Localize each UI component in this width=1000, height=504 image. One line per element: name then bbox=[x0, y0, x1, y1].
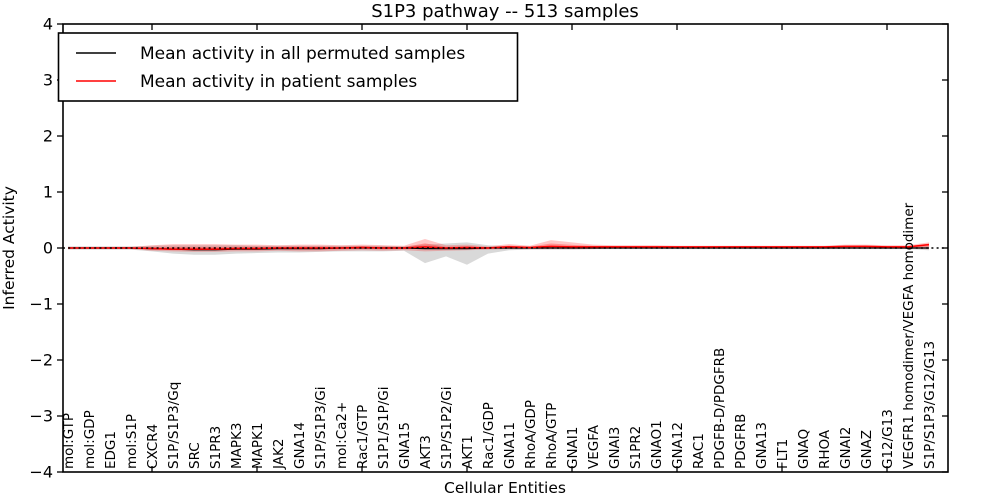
x-entity-label: S1P/S1P3/G12/G13 bbox=[922, 341, 938, 469]
x-entity-label: mol:GDP bbox=[82, 410, 98, 469]
y-tick-label: 0 bbox=[43, 239, 53, 258]
x-entity-label: S1P1/S1P/Gi bbox=[376, 387, 392, 470]
x-entity-label: S1P/S1P3/Gi bbox=[313, 387, 329, 470]
x-entity-label: Rac1/GTP bbox=[355, 405, 371, 469]
x-entity-label: GNAZ bbox=[859, 430, 875, 469]
y-tick-label: −4 bbox=[29, 463, 53, 482]
legend-label-permuted: Mean activity in all permuted samples bbox=[140, 44, 465, 64]
x-entity-label: EDG1 bbox=[103, 431, 119, 469]
x-entity-label: FLT1 bbox=[775, 439, 791, 469]
x-entity-label: MAPK3 bbox=[229, 423, 245, 469]
x-entity-label: G12/G13 bbox=[880, 409, 896, 469]
x-entity-label: mol:Ca2+ bbox=[334, 402, 350, 469]
x-entity-label: GNA14 bbox=[292, 422, 308, 469]
x-entity-label: RAC1 bbox=[691, 433, 707, 469]
chart-title: S1P3 pathway -- 513 samples bbox=[371, 1, 639, 22]
x-entity-label: S1PR2 bbox=[628, 426, 644, 469]
y-axis-label: Inferred Activity bbox=[0, 186, 18, 310]
x-entity-label: RHOA bbox=[817, 429, 833, 469]
x-entity-label: VEGFR1 homodimer/VEGFA homodimer bbox=[901, 202, 917, 469]
x-entity-label: mol:GTP bbox=[61, 413, 77, 469]
x-entity-label: S1P/S1P3/Gq bbox=[166, 382, 182, 469]
x-entity-label: Rac1/GDP bbox=[481, 402, 497, 469]
x-entity-label: RhoA/GTP bbox=[544, 403, 560, 469]
y-tick-label: 1 bbox=[43, 183, 53, 202]
x-entity-label: GNAI1 bbox=[565, 427, 581, 469]
y-tick-label: 2 bbox=[43, 127, 53, 146]
y-tick-label: 4 bbox=[43, 15, 53, 34]
x-entity-label: PDGFRB bbox=[733, 414, 749, 469]
x-entity-label: GNAI2 bbox=[838, 427, 854, 469]
x-entity-label: S1PR3 bbox=[208, 426, 224, 469]
x-entity-label: PDGFB-D/PDGFRB bbox=[712, 348, 728, 469]
patient-mean-line bbox=[68, 243, 930, 250]
x-entity-label: S1P/S1P2/Gi bbox=[439, 387, 455, 470]
legend: Mean activity in all permuted samples Me… bbox=[57, 32, 519, 102]
x-entity-label: SRC bbox=[187, 442, 203, 469]
x-entity-label: JAK2 bbox=[271, 439, 287, 470]
x-entity-label: CXCR4 bbox=[145, 424, 161, 469]
legend-box bbox=[57, 32, 519, 102]
y-tick-label: 3 bbox=[43, 71, 53, 90]
legend-label-patient: Mean activity in patient samples bbox=[140, 72, 417, 92]
x-entity-label: GNA12 bbox=[670, 422, 686, 469]
plot-area: −4 −3 −2 −1 0 1 2 3 4 mol:GTP mol:GDP EDG1 mol:S1P CX… bbox=[29, 15, 949, 482]
y-tick-label: −1 bbox=[29, 295, 53, 314]
x-axis-label: Cellular Entities bbox=[444, 479, 566, 497]
x-entity-label: GNAO1 bbox=[649, 420, 665, 469]
y-tick-label: −2 bbox=[29, 351, 53, 370]
y-tick-label: −3 bbox=[29, 407, 53, 426]
x-entity-label: GNA11 bbox=[502, 422, 518, 469]
x-entity-label: MAPK1 bbox=[250, 423, 266, 469]
x-entity-label: GNA15 bbox=[397, 422, 413, 469]
x-entity-label: GNA13 bbox=[754, 422, 770, 469]
x-entity-label: RhoA/GDP bbox=[523, 400, 539, 469]
x-entity-label: AKT3 bbox=[418, 435, 434, 469]
x-entity-label: GNAI3 bbox=[607, 427, 623, 469]
x-entity-label: VEGFA bbox=[586, 424, 602, 469]
x-entity-label: AKT1 bbox=[460, 435, 476, 469]
x-entity-label: GNAQ bbox=[796, 429, 812, 469]
x-entity-label: mol:S1P bbox=[124, 414, 140, 469]
